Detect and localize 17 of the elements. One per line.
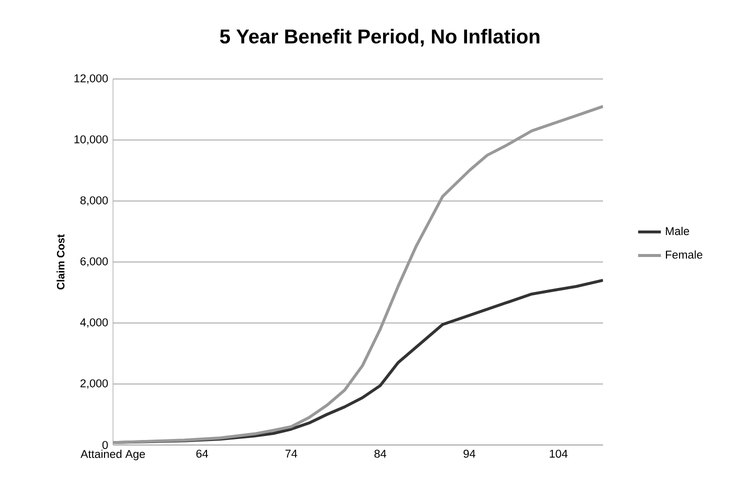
y-tick-label: 0 [102,440,108,450]
y-tick-label: 10,000 [74,135,108,145]
x-tick-label: 94 [464,450,476,458]
x-tick-label: 84 [374,450,386,458]
legend-label: Male [666,226,690,236]
y-tick-label: 8,000 [80,196,108,206]
x-tick-label: 104 [550,450,568,458]
x-tick-label: 64 [196,450,208,458]
legend-label: Female [666,250,702,259]
chart-title: 5 Year Benefit Period, No Inflation [220,28,540,46]
x-tick-label: 74 [285,450,298,458]
y-tick-label: 2,000 [80,379,108,389]
y-tick-label: 4,000 [80,318,108,328]
x-tick-label: Attained Age [80,450,145,460]
y-axis-title: Claim Cost [56,234,64,290]
y-tick-label: 12,000 [74,74,108,84]
y-tick-label: 6,000 [80,257,108,267]
